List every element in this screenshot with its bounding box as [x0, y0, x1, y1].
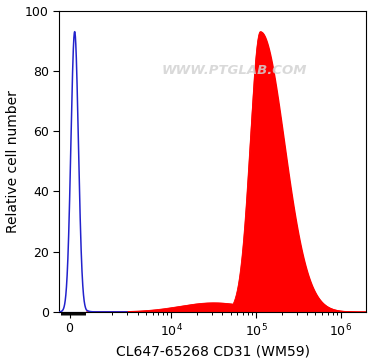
X-axis label: CL647-65268 CD31 (WM59): CL647-65268 CD31 (WM59) — [116, 344, 310, 359]
Y-axis label: Relative cell number: Relative cell number — [6, 90, 20, 233]
Text: WWW.PTGLAB.COM: WWW.PTGLAB.COM — [162, 64, 307, 77]
